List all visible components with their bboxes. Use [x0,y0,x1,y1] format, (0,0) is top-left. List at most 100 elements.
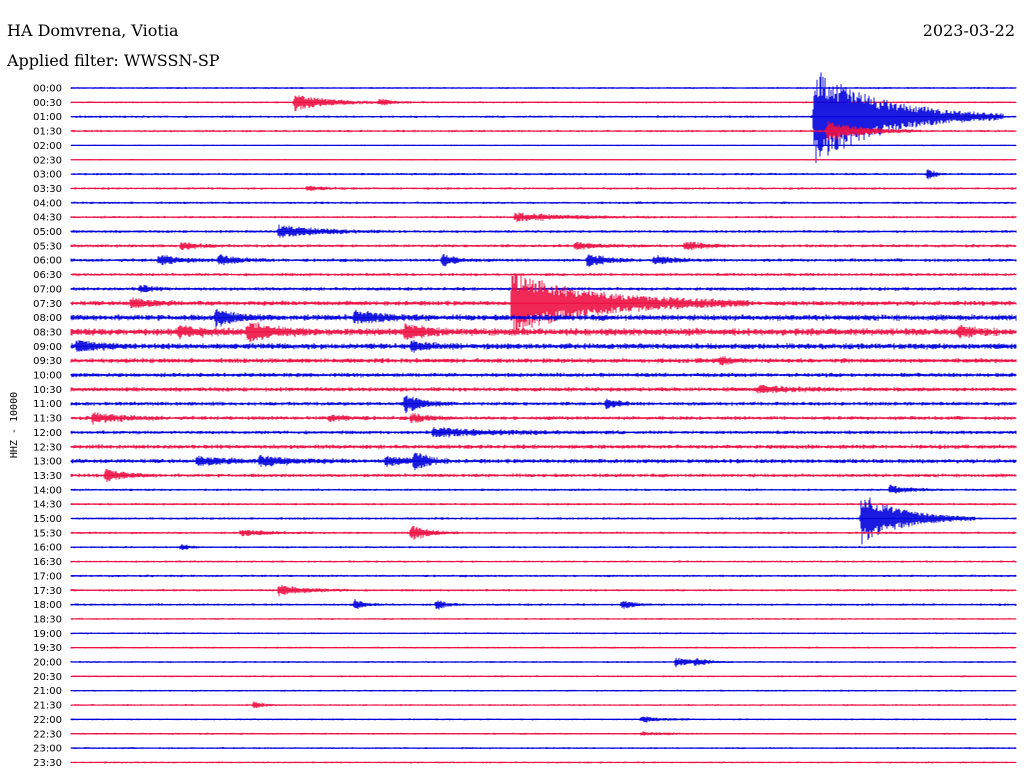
time-tick-label: 17:00 [33,571,62,582]
time-tick-label: 01:30 [33,127,62,138]
seismic-trace-row [70,158,1017,161]
time-tick-label: 11:30 [33,414,62,425]
seismic-trace-row [70,144,1017,147]
time-tick-label: 08:30 [33,327,62,338]
time-tick-label: 05:30 [33,241,62,252]
seismic-trace-row [70,224,1017,238]
seismic-trace-row [70,544,1017,550]
seismic-trace-row [70,747,1017,750]
time-tick-label: 20:30 [33,672,62,683]
seismic-trace-row [70,273,1017,335]
seismic-trace-row [70,272,1017,277]
time-tick-label: 14:00 [33,485,62,496]
seismic-trace-row [70,86,1017,90]
time-tick-label: 07:00 [33,284,62,295]
seismic-trace-row [70,599,1017,610]
seismic-trace-row [70,186,1017,191]
time-tick-label: 02:30 [33,155,62,166]
seismic-trace-row [70,254,1017,267]
time-tick-label: 22:00 [33,715,62,726]
channel-label: HHZ - 10000 [9,392,20,458]
time-tick-label: 04:00 [33,198,62,209]
seismic-trace-row [70,675,1017,678]
seismic-trace-row [70,322,1017,342]
seismic-trace-row [70,95,1017,112]
seismic-trace-row [70,560,1017,563]
seismic-trace-row [70,716,1017,723]
seismic-trace-row [70,372,1017,378]
seismic-trace-row [70,632,1017,635]
time-tick-label: 05:00 [33,227,62,238]
time-tick-label: 13:00 [33,457,62,468]
time-tick-label: 09:30 [33,356,62,367]
time-tick-label: 15:30 [33,528,62,539]
seismic-trace-row [70,395,1017,414]
filter-label: Applied filter: WWSSN-SP [6,51,220,70]
seismic-trace-row [70,585,1017,597]
time-tick-label: 18:30 [33,614,62,625]
seismic-trace-row [70,646,1017,649]
seismic-trace-row [70,72,1017,163]
time-tick-label: 09:00 [33,342,62,353]
time-tick-label: 19:00 [33,629,62,640]
time-tick-labels: 00:00 00:30 01:00 01:30 02:00 02:30 03:00 03:30… [33,84,62,769]
time-tick-label: 00:30 [33,98,62,109]
time-tick-label: 12:30 [33,442,62,453]
time-tick-label: 08:00 [33,313,62,324]
seismic-trace-row [70,574,1017,578]
time-tick-label: 04:30 [33,213,62,224]
time-tick-label: 16:30 [33,557,62,568]
seismic-trace-row [70,384,1017,394]
time-tick-label: 00:00 [33,84,62,95]
time-tick-label: 19:30 [33,643,62,654]
seismic-trace-row [70,526,1017,540]
time-tick-label: 15:00 [33,514,62,525]
seismic-traces [70,72,1017,764]
seismic-trace-row [70,444,1017,450]
seismic-trace-row [70,284,1017,293]
seismic-trace-row [70,241,1017,251]
seismic-trace-row [70,617,1017,620]
seismic-trace-row [70,212,1017,223]
seismic-trace-row [70,484,1017,494]
seismic-trace-row [70,701,1017,709]
time-tick-label: 03:00 [33,170,62,181]
time-tick-label: 03:30 [33,184,62,195]
seismic-trace-row [70,308,1017,328]
seismic-trace-row [70,169,1017,180]
seismic-trace-row [70,452,1017,471]
time-tick-label: 18:00 [33,600,62,611]
record-date: 2023-03-22 [923,21,1015,40]
time-tick-label: 10:00 [33,371,62,382]
seismic-trace-row [70,356,1017,366]
seismic-trace-row [70,689,1017,692]
time-tick-label: 06:00 [33,256,62,267]
seismic-trace-row [70,340,1017,353]
time-tick-label: 13:30 [33,471,62,482]
seismic-trace-row [70,426,1017,438]
seismic-trace-row [70,469,1017,482]
time-tick-label: 22:30 [33,729,62,740]
seismic-trace-row [70,121,1017,141]
time-tick-label: 20:00 [33,658,62,669]
time-tick-label: 01:00 [33,112,62,123]
seismic-trace-row [70,201,1017,205]
time-tick-label: 21:30 [33,701,62,712]
station-title: HA Domvrena, Viotia [7,21,179,40]
time-tick-label: 23:30 [33,758,62,769]
time-tick-label: 10:30 [33,385,62,396]
time-tick-label: 02:00 [33,141,62,152]
seismic-trace-row [70,412,1017,425]
seismic-trace-row [70,761,1017,764]
time-tick-label: 14:30 [33,500,62,511]
time-tick-label: 23:00 [33,744,62,755]
time-tick-label: 17:30 [33,586,62,597]
time-tick-label: 12:00 [33,428,62,439]
time-tick-label: 07:30 [33,299,62,310]
seismic-trace-row [70,731,1017,736]
seismic-trace-row [70,497,1017,545]
time-tick-label: 06:30 [33,270,62,281]
seismic-trace-row [70,502,1017,506]
time-tick-label: 16:00 [33,543,62,554]
